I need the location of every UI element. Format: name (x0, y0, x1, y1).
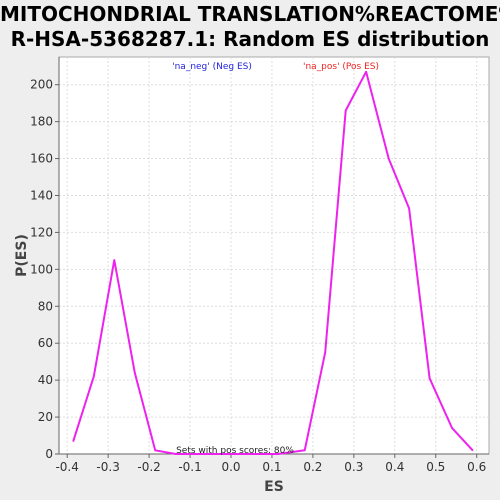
y-tick-label: 60 (38, 336, 53, 350)
y-tick-label: 80 (38, 299, 53, 313)
x-tick-label: 0.6 (467, 460, 486, 474)
es-distribution-line (72, 70, 474, 455)
data-point (428, 377, 431, 380)
data-point (133, 371, 136, 374)
series-group (72, 70, 474, 455)
x-tick-label: -0.3 (96, 460, 119, 474)
data-point (324, 351, 326, 354)
pos-scores-annotation: Sets with pos scores: 80% (176, 446, 294, 456)
x-tick-label: 0.1 (262, 460, 281, 474)
data-point (365, 70, 367, 73)
y-tick-label: 120 (30, 225, 53, 239)
data-point (93, 375, 95, 378)
x-tick-label: 0.3 (344, 460, 363, 474)
chart-title-line-2: R-HSA-5368287.1: Random ES distribution (10, 27, 490, 51)
plot-area (58, 56, 490, 455)
y-tick-label: 160 (30, 152, 53, 166)
data-point (387, 157, 390, 160)
y-tick-label: 200 (30, 78, 53, 92)
data-point (256, 453, 259, 455)
x-tick-label: 0.5 (426, 460, 445, 474)
x-axis-label: ES (264, 479, 284, 495)
data-point (174, 453, 177, 455)
y-tick-label: 40 (38, 373, 53, 387)
x-tick-label: -0.2 (137, 460, 160, 474)
data-point (277, 453, 279, 455)
data-point (471, 449, 474, 452)
data-point (215, 453, 218, 455)
chart-labels: -0.4 -0.3 -0.2 -0.1 0.0 0.1 0.2 0.3 0.4 0.5 0.6 0 20… (14, 62, 486, 495)
y-axis-label: P(ES) (14, 234, 30, 277)
chart-title-line-1: MITOCHONDRIAL TRANSLATION%REACTOME% (0, 2, 500, 26)
y-tick-label: 0 (45, 447, 53, 461)
data-point (113, 259, 116, 261)
y-tick-label: 20 (38, 410, 53, 424)
y-tick-label: 100 (30, 262, 53, 276)
data-point (408, 207, 410, 210)
data-point (154, 449, 157, 452)
legend-entry: 'na_pos' (Pos ES) (303, 62, 379, 72)
y-tick-label: 180 (30, 115, 53, 129)
x-tick-label: -0.1 (178, 460, 201, 474)
data-point (195, 453, 197, 455)
x-tick-label: 0.4 (385, 460, 404, 474)
y-tick-label: 140 (30, 188, 53, 202)
data-point (72, 440, 75, 442)
data-point (344, 109, 347, 112)
x-tick-label: 0.2 (303, 460, 322, 474)
x-tick-label: -0.4 (55, 460, 78, 474)
data-point (451, 427, 453, 429)
data-point (236, 453, 238, 455)
x-tick-label: 0.0 (221, 460, 240, 474)
data-point (303, 449, 306, 452)
legend-entry: 'na_neg' (Neg ES) (172, 62, 252, 72)
